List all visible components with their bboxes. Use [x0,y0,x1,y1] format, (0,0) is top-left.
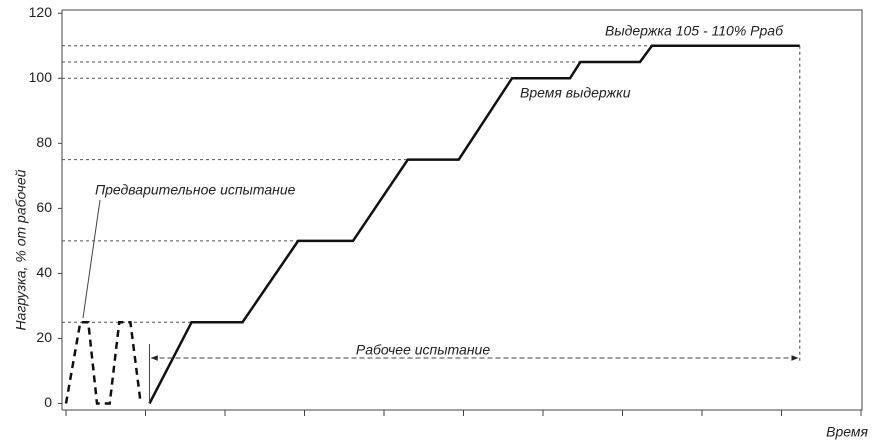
annotation: Выдержка 105 - 110% Рраб [605,23,784,39]
y-tick-label: 80 [36,134,52,150]
y-tick-label: 40 [36,264,52,280]
y-tick-label: 120 [29,4,53,20]
y-tick-label: 20 [36,329,52,345]
y-tick-label: 60 [36,199,52,215]
y-axis-label: Нагрузка, % от рабочей [13,169,29,330]
series-line [64,320,142,405]
x-axis-label: Время [826,424,868,440]
annotation: Рабочее испытание [356,342,490,358]
series-line [148,44,800,405]
annotation-pointer [82,199,101,319]
y-tick-label: 100 [29,69,53,85]
annotation: Время выдержки [520,85,631,101]
y-tick-label: 0 [44,394,52,410]
annotation: Предварительное испытание [95,182,296,198]
